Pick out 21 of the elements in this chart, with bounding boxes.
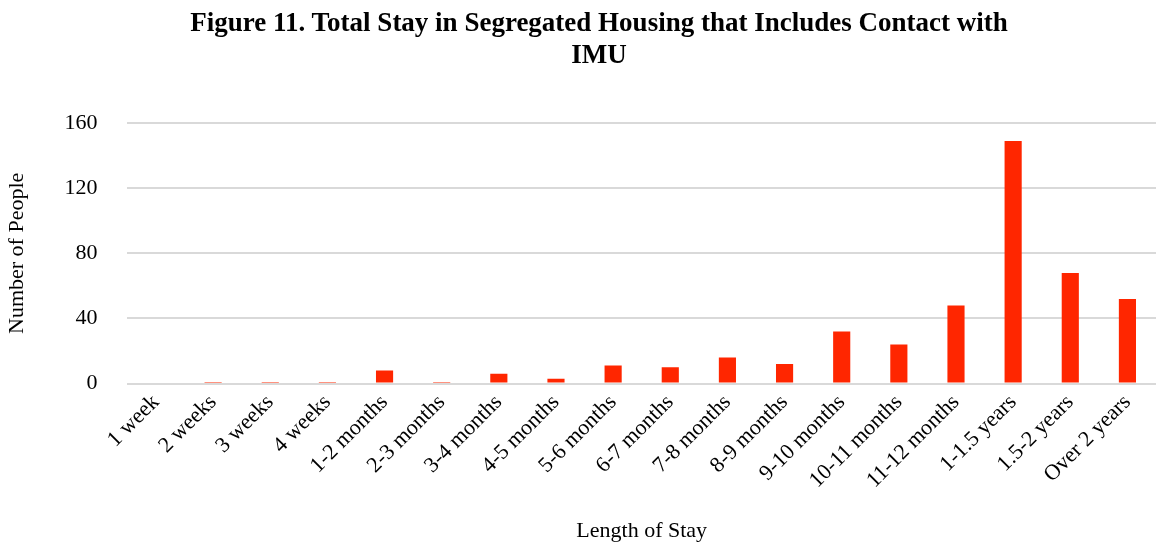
y-tick-label: 40	[75, 304, 98, 330]
bar	[604, 365, 622, 383]
bar	[947, 305, 965, 383]
bar	[833, 331, 851, 383]
y-tick-label: 120	[64, 174, 98, 200]
y-tick-label: 160	[64, 108, 98, 134]
bar	[1118, 298, 1136, 383]
bar	[1004, 141, 1022, 383]
bar	[661, 367, 679, 383]
y-tick-label: 80	[75, 239, 98, 265]
y-tick-label: 0	[86, 369, 98, 395]
x-axis-title: Length of Stay	[576, 516, 708, 542]
bar	[890, 344, 908, 383]
bar	[775, 363, 794, 383]
chart-title: Figure 11. Total Stay in Segregated Housing that Includes Contact with IMU	[189, 6, 1009, 70]
bar	[718, 357, 736, 383]
bar	[375, 370, 394, 383]
bar	[547, 378, 565, 383]
bar	[1061, 272, 1079, 383]
y-axis-title: Number of People	[2, 172, 28, 335]
bar	[490, 373, 508, 383]
